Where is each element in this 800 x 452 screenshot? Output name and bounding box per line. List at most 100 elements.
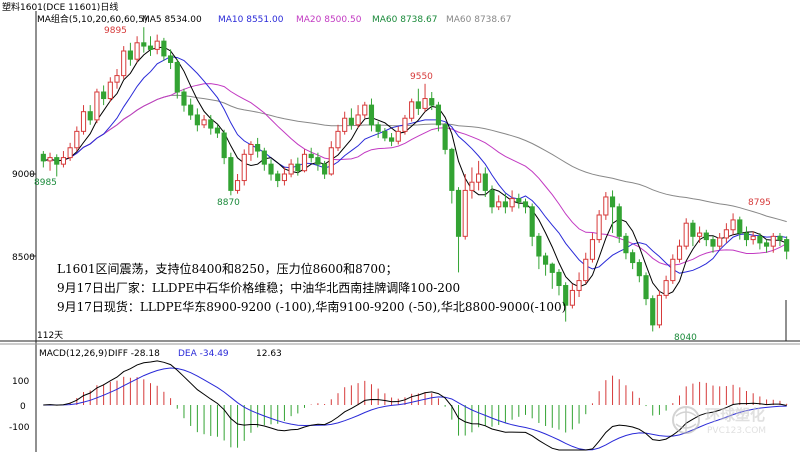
candle-body (422, 98, 428, 109)
ma10-line (43, 56, 787, 274)
candle-body (529, 206, 535, 237)
candle-body (663, 280, 669, 296)
candle-body (569, 289, 575, 306)
days-label: 112天 (37, 331, 63, 341)
candle-body (435, 104, 442, 126)
candle-body (241, 153, 247, 182)
candle-body (275, 173, 281, 182)
note-line-1: L1601区间震荡，支持位8400和8250，压力位8600和8700； (57, 261, 398, 276)
dea-line (43, 367, 787, 451)
candle-body (134, 42, 140, 60)
macd-legend: MACD(12,26,9) DIFF -28.18 DEA -34.49 12.… (39, 349, 282, 359)
candle-body (248, 143, 254, 155)
candle-body (609, 196, 616, 208)
candle-body (188, 104, 194, 116)
candle-body (301, 153, 308, 172)
candle-body (382, 130, 388, 139)
dea-path (43, 367, 787, 451)
candle-body (54, 157, 60, 165)
candle-body (730, 219, 736, 231)
ma10-path (43, 56, 787, 274)
candle-body (101, 91, 107, 100)
header-legend: 塑料1601(DCE 11601)日线 MA组合(5,10,20,60,60,5… (0, 0, 800, 25)
annotation-high-9550: 9550 (410, 72, 433, 82)
candle-body (763, 242, 770, 247)
candle-body (442, 124, 448, 150)
candle-body (402, 117, 408, 132)
candle-body (154, 40, 160, 50)
price-tick-8500: 8500 (12, 253, 35, 263)
dif-path (43, 360, 787, 451)
candle-body (616, 206, 622, 237)
candle-body (147, 45, 154, 50)
candle-body (228, 157, 234, 191)
candles (40, 27, 790, 332)
candle-body (40, 153, 46, 162)
candle-body (630, 252, 636, 264)
candle-body (516, 198, 522, 203)
ma5-path (43, 46, 787, 296)
candle-body (127, 50, 133, 60)
candle-body (161, 40, 167, 57)
candle-body (335, 130, 341, 149)
macd-tick-minus100: -100 (9, 423, 30, 433)
macd-diff: DIFF -28.18 (108, 349, 160, 359)
ma60-line (43, 94, 787, 223)
candle-body (509, 198, 515, 208)
candle-body (375, 124, 381, 132)
candle-body (415, 101, 421, 109)
candle-body (549, 263, 555, 273)
candle-body (496, 201, 502, 208)
candle-body (462, 189, 468, 237)
candle-body (315, 157, 321, 165)
macd-value: 12.63 (256, 349, 282, 359)
macd-dea: DEA -34.49 (178, 349, 229, 359)
candle-body (697, 232, 703, 237)
macd-tick-100: 100 (12, 377, 29, 387)
candle-body (388, 137, 395, 142)
candle-body (114, 75, 120, 83)
candle-body (94, 91, 100, 121)
candle-body (87, 111, 93, 121)
candle-body (348, 117, 354, 126)
candle-body (107, 81, 113, 100)
candle-body (368, 104, 375, 126)
ma5-line (43, 46, 787, 296)
candle-body (543, 255, 549, 265)
watermark-url: PVC123.COM (707, 426, 766, 436)
candle-body (784, 239, 790, 252)
candle-body (60, 157, 67, 165)
candle-body (181, 91, 187, 106)
ma-group-label: MA组合(5,10,20,60,60,5) (37, 13, 148, 25)
analysis-notes: L1601区间震荡，支持位8400和8250，压力位8600和8700； 9月1… (57, 261, 566, 314)
ma60-path (43, 94, 787, 223)
annotation-low-8870: 8870 (217, 198, 240, 208)
candle-body (221, 132, 227, 159)
candle-body (717, 237, 723, 247)
candle-body (261, 150, 267, 165)
candle-body (563, 285, 569, 306)
candle-body (80, 111, 87, 132)
candle-body (429, 98, 435, 106)
candle-body (288, 163, 294, 175)
candle-body (268, 163, 274, 175)
macd-tick-0: 0 (20, 402, 26, 412)
candle-body (576, 280, 582, 291)
candle-body (214, 127, 221, 134)
ma20-path (43, 83, 787, 266)
candle-body (757, 235, 763, 244)
candle-body (362, 104, 368, 116)
note-line-2: 9月17日出厂家：LLDPE中石华价格维稳；中油华北西南挂牌调降100-200 (57, 280, 460, 295)
candle-body (502, 201, 508, 208)
candle-body (643, 275, 649, 300)
candle-body (636, 262, 642, 277)
candle-body (556, 271, 562, 287)
ma60-label: MA60 8738.67 (372, 15, 437, 25)
candle-body (208, 119, 214, 129)
watermark-text: 环球塑化 (705, 406, 765, 424)
candle-body (469, 181, 475, 191)
ma10-label: MA10 8551.00 (218, 15, 284, 25)
candle-body (409, 101, 415, 119)
candle-body (476, 173, 482, 183)
